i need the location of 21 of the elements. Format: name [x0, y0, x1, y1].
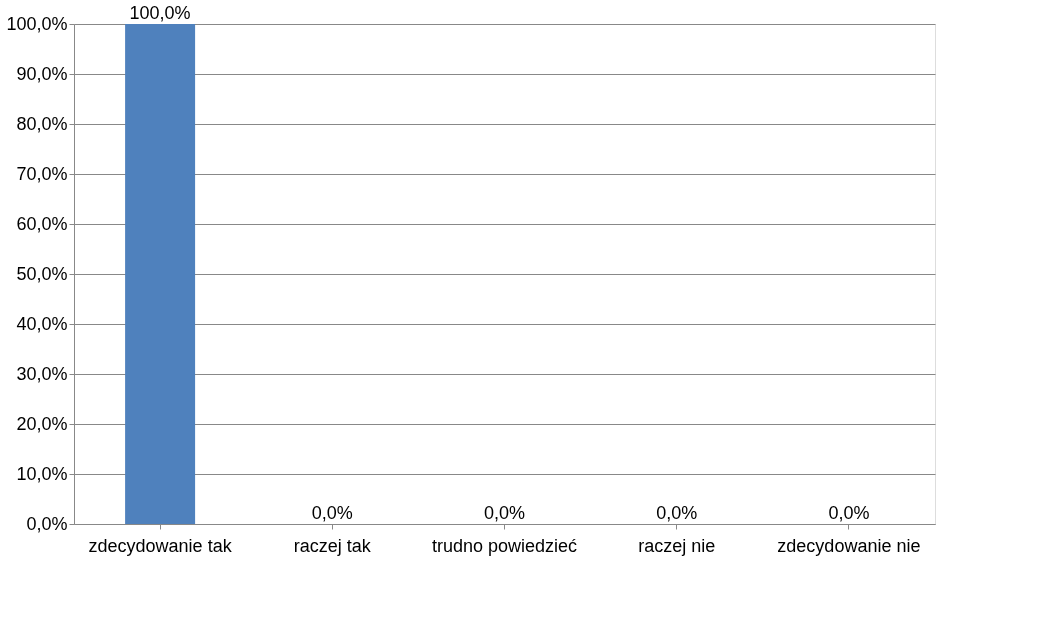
x-tick-label: raczej nie — [638, 535, 716, 556]
data-label: 0,0% — [483, 503, 526, 523]
y-tick-label: 40,0% — [16, 313, 68, 334]
y-tick-label: 100,0% — [6, 13, 68, 34]
x-tick-label: raczej tak — [293, 535, 372, 556]
data-label: 0,0% — [311, 503, 353, 523]
y-tick-label: 20,0% — [16, 413, 68, 434]
x-tick-label: zdecydowanie tak — [88, 535, 233, 556]
y-tick-label: 70,0% — [16, 163, 68, 184]
y-tick-label: 50,0% — [16, 263, 68, 284]
x-tick-label: zdecydowanie nie — [777, 535, 921, 556]
y-tick-label: 0,0% — [26, 513, 68, 534]
y-tick-label: 90,0% — [16, 63, 68, 84]
y-tick-label: 10,0% — [16, 463, 68, 484]
y-tick-label: 80,0% — [16, 113, 68, 134]
y-tick-label: 30,0% — [16, 363, 68, 384]
x-tick-label: trudno powiedzieć — [431, 535, 578, 556]
y-tick-label: 60,0% — [16, 213, 68, 234]
data-label: 0,0% — [656, 503, 698, 523]
data-label: 0,0% — [828, 503, 870, 523]
data-label: 100,0% — [129, 3, 191, 23]
